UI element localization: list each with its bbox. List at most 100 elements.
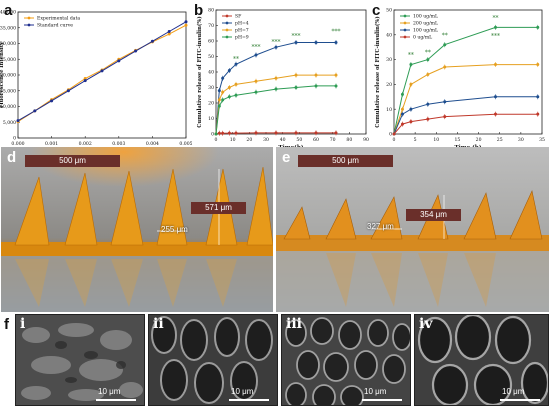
y-tick-label: 20 [208, 101, 214, 107]
series-line-3 [393, 113, 538, 135]
series-line-1 [215, 42, 336, 135]
x-tick-label: 60 [313, 137, 319, 143]
y-tick-label: 40,000 [0, 10, 16, 16]
y-tick-label: 0 [211, 132, 214, 138]
legend-entry: pH=9 [235, 35, 249, 41]
x-tick-label: 10 [433, 137, 439, 143]
series-line-3 [215, 85, 336, 135]
y-tick-label: 35,000 [0, 25, 16, 31]
x-tick-label: 50 [296, 137, 302, 143]
data-point [50, 99, 54, 103]
x-tick-label: 10 [230, 137, 236, 143]
legend-entry: 200 ug/mL [413, 21, 438, 27]
sem-image-iv: iv 10 μm [414, 314, 549, 406]
data-point [100, 69, 104, 73]
legend-marker [403, 35, 407, 39]
significance-mark: *** [332, 28, 341, 35]
x-tick-label: 0 [215, 137, 218, 143]
chart-a: 0.000 0.001 0.002 0.003 0.004 0.005 0 5,000 10,0… [0, 10, 192, 155]
data-point [117, 59, 121, 63]
series-line-0 [215, 132, 336, 135]
series-line-0 [393, 26, 538, 135]
x-tick-label: 35 [539, 137, 545, 143]
significance-mark: *** [272, 39, 281, 46]
series-line-0 [17, 24, 187, 123]
x-tick-label: 0.004 [146, 141, 159, 147]
sem-image-i: i 10 μm [15, 314, 145, 406]
significance-mark: *** [491, 33, 500, 40]
sem-texture-iv [415, 315, 548, 405]
x-tick-label: 20 [246, 137, 252, 143]
significance-mark: ** [408, 52, 414, 59]
microneedle-photo-e [276, 147, 549, 312]
y-tick-label: 0 [389, 132, 392, 138]
data-point [83, 79, 87, 83]
x-tick-label: 30 [518, 137, 524, 143]
y-tick-label: 40 [208, 70, 214, 76]
data-point [392, 132, 396, 136]
legend-marker [27, 23, 31, 27]
sem-scale-bar-i [96, 399, 136, 401]
legend-marker [225, 35, 229, 39]
y-axis-label: Fluorescence Intensity [0, 41, 5, 108]
y-tick-label: 50 [386, 8, 392, 14]
panel-label-f: f [4, 316, 9, 333]
data-point [184, 20, 188, 24]
x-tick-label: 5 [414, 137, 417, 143]
chart-c: 0510152025303501020304050Time (h)Cumulat… [374, 8, 545, 151]
significance-mark: ** [425, 50, 431, 57]
x-tick-label: 0.002 [79, 141, 92, 147]
significance-mark: ** [233, 56, 239, 63]
panel-label-c: c [372, 2, 381, 19]
sem-numeral-iv: iv [419, 316, 433, 332]
panel-label-d: d [7, 149, 17, 166]
x-tick-label: 15 [454, 137, 460, 143]
data-point [184, 23, 188, 27]
legend-marker [225, 21, 229, 25]
y-tick-label: 10 [208, 116, 214, 122]
legend-marker [27, 16, 31, 20]
sem-numeral-ii: ii [153, 316, 164, 332]
significance-mark: ** [442, 32, 448, 39]
x-tick-label: 0.005 [179, 141, 192, 147]
significance-mark: *** [252, 44, 261, 51]
data-point [83, 76, 87, 80]
legend-marker [403, 21, 407, 25]
legend-entry: pH=7 [235, 28, 249, 34]
y-tick-label: 5,000 [3, 120, 16, 126]
scale-bar-label-e: 500 μm [298, 155, 393, 167]
y-tick-label: 80 [208, 8, 214, 14]
sem-scale-bar-iv [500, 399, 540, 401]
x-tick-label: 80 [346, 137, 352, 143]
y-axis-label: Cumulative release of FITC-insulin(%) [374, 16, 381, 127]
sem-texture-ii [149, 315, 277, 405]
data-point [167, 32, 171, 36]
legend-marker [403, 28, 407, 32]
data-point [66, 89, 70, 93]
x-tick-label: 30 [263, 137, 269, 143]
photo-e: e 500 μm 354 μm 327 μm [276, 147, 549, 312]
y-axis-label: Cumulative release of FITC-insulin(%) [196, 16, 203, 127]
y-tick-label: 50 [208, 54, 214, 60]
y-tick-label: 20 [386, 82, 392, 88]
legend-marker [225, 14, 229, 18]
series-line-2 [215, 74, 336, 135]
legend-entry: 100 ug/mL [413, 28, 438, 34]
sem-scale-label-ii: 10 μm [231, 387, 254, 396]
legend-entry: pH=4 [235, 21, 249, 27]
x-tick-label: 0.001 [45, 141, 58, 147]
legend-entry: Standard curve [37, 23, 73, 29]
x-tick-label: 90 [363, 137, 369, 143]
sem-image-iii: iii 10 μm [281, 314, 411, 406]
sem-numeral-i: i [20, 316, 26, 332]
x-tick-label: 40 [280, 137, 286, 143]
sem-scale-bar-ii [229, 399, 269, 401]
sem-scale-label-i: 10 μm [98, 387, 121, 396]
photo-d: d 500 μm 571 μm 255 μm [1, 147, 273, 312]
data-point [33, 109, 37, 113]
panel-label-b: b [194, 2, 204, 19]
base-label-e: 327 μm [367, 222, 394, 231]
x-tick-label: 25 [497, 137, 503, 143]
microneedle-photo-d [1, 147, 273, 312]
legend-entry: Experimental data [37, 16, 80, 22]
